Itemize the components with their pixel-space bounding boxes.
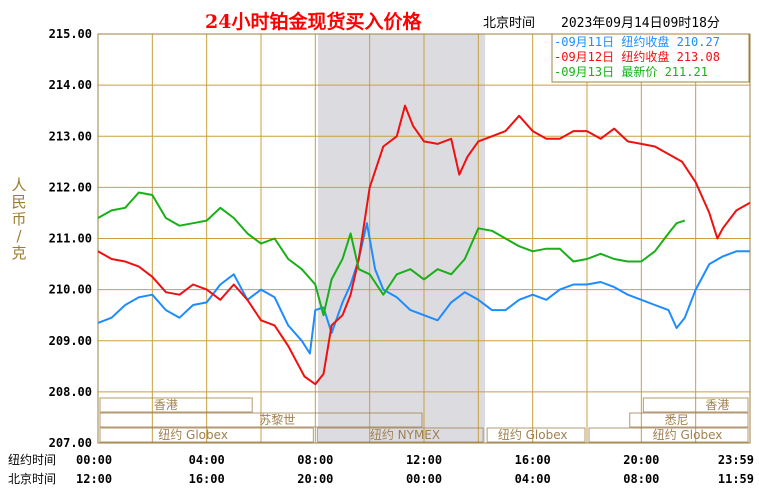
- y-axis-label-char: 民: [11, 193, 26, 211]
- bj-time-tick: 04:00: [515, 472, 551, 486]
- bj-time-tick: 08:00: [623, 472, 659, 486]
- chart-title: 24小时铂金现货买入价格: [205, 10, 422, 33]
- ny-time-tick: 16:00: [515, 453, 551, 467]
- legend-box: [551, 33, 750, 83]
- y-axis-label-char: 克: [11, 244, 26, 262]
- y-axis-label-char: 人: [11, 176, 26, 194]
- y-tick-label: 207.00: [49, 436, 92, 450]
- y-tick-label: 209.00: [49, 334, 92, 348]
- market-session-box: [99, 412, 423, 428]
- legend: -09月11日 纽约收盘 210.27-09月12日 纽约收盘 213.08-0…: [551, 33, 750, 83]
- plot-frame: [97, 33, 751, 444]
- bj-time-tick: 16:00: [189, 472, 225, 486]
- legend-entry: -09月11日 纽约收盘 210.27: [554, 34, 720, 49]
- series-line-09月12日: [97, 104, 751, 386]
- series-layer: [97, 104, 751, 386]
- legend-entry: -09月12日 纽约收盘 213.08: [554, 49, 720, 64]
- series-line-09月13日: [97, 191, 686, 317]
- y-axis-label: 人民币/克: [11, 176, 26, 262]
- bj-time-row-label: 北京时间: [8, 472, 56, 486]
- market-session-label: 纽约 NYMEX: [370, 427, 440, 442]
- market-session-label: 香港: [154, 398, 178, 412]
- y-tick-label: 210.00: [49, 283, 92, 297]
- y-tick-label: 211.00: [49, 232, 92, 246]
- y-tick-label: 208.00: [49, 385, 92, 399]
- market-session-box: [316, 427, 484, 443]
- series-line-09月11日: [97, 222, 750, 355]
- ny-time-tick: 04:00: [189, 453, 225, 467]
- timezone-label: 北京时间: [483, 16, 535, 31]
- bj-time-tick: 12:00: [76, 472, 112, 486]
- market-session-label: 纽约 Globex: [653, 427, 723, 442]
- y-axis-label-char: 币: [11, 210, 26, 228]
- y-tick-label: 215.00: [49, 27, 92, 41]
- legend-entry: -09月13日 最新价 211.21: [554, 64, 708, 79]
- bj-time-tick: 20:00: [297, 472, 333, 486]
- market-session-box: [99, 397, 253, 413]
- market-session-label: 香港: [705, 398, 729, 412]
- y-tick-label: 212.00: [49, 180, 92, 194]
- ny-time-tick: 23:59: [718, 453, 754, 467]
- y-tick-label: 213.00: [49, 129, 92, 143]
- y-axis-label-char: /: [16, 227, 22, 245]
- market-session-box: [629, 412, 749, 428]
- market-session-box: [588, 427, 749, 443]
- axis-layer: 207.00 208.00 209.00 210.00 211.00 212.00 213.…: [8, 27, 754, 486]
- ny-time-tick: 08:00: [297, 453, 333, 467]
- market-session-label: 苏黎世: [259, 413, 295, 427]
- ny-time-tick: 20:00: [623, 453, 659, 467]
- ny-time-tick: 00:00: [76, 453, 112, 467]
- market-session-box: [99, 427, 314, 443]
- grid-layer: [97, 33, 751, 444]
- ny-time-row-label: 纽约时间: [8, 452, 56, 467]
- market-session-box: [642, 397, 749, 413]
- market-session-label: 悉尼: [665, 413, 689, 427]
- bj-time-tick: 00:00: [406, 472, 442, 486]
- ny-time-tick: 12:00: [406, 453, 442, 467]
- timestamp: 2023年09月14日09时18分: [561, 16, 720, 31]
- market-session-label: 纽约 Globex: [498, 427, 568, 442]
- bj-time-tick: 11:59: [718, 472, 754, 486]
- y-tick-label: 214.00: [49, 78, 92, 92]
- market-session-label: 纽约 Globex: [158, 427, 228, 442]
- market-session-box: [486, 427, 586, 443]
